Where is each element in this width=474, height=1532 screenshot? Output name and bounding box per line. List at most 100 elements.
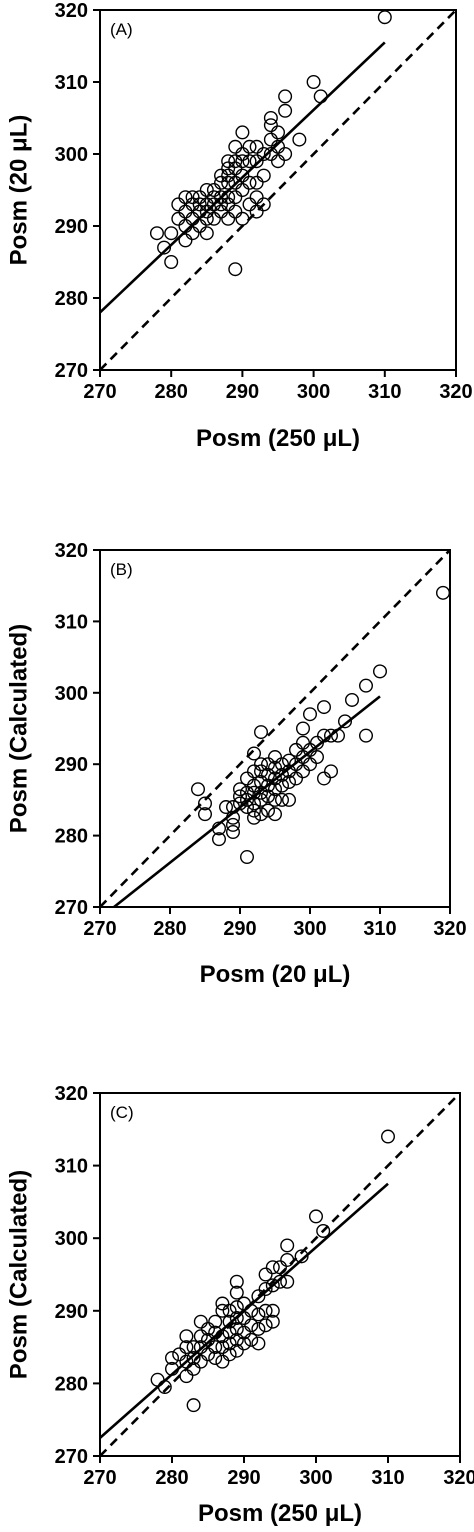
data-point	[271, 125, 286, 140]
data-point	[215, 1296, 230, 1311]
data-point	[303, 707, 318, 722]
data-point	[246, 785, 261, 800]
data-point	[185, 197, 200, 212]
data-point	[186, 1340, 201, 1355]
data-point	[185, 190, 200, 205]
data-point	[436, 585, 451, 600]
data-point	[309, 1209, 324, 1224]
data-point	[236, 1325, 251, 1340]
data-point	[199, 226, 214, 241]
x-tick-label: 300	[299, 1467, 332, 1489]
y-tick-label: 290	[55, 216, 88, 238]
data-point	[235, 154, 250, 169]
data-point	[256, 197, 271, 212]
data-point	[228, 154, 243, 169]
data-point	[275, 767, 290, 782]
data-point	[192, 197, 207, 212]
data-point	[271, 139, 286, 154]
data-point	[214, 168, 229, 183]
data-point	[225, 800, 240, 815]
data-point	[208, 1350, 223, 1365]
y-tick-label: 290	[55, 1301, 88, 1323]
data-point	[273, 1260, 288, 1275]
data-point	[225, 825, 240, 840]
data-point	[256, 146, 271, 161]
x-tick-label: 290	[226, 381, 259, 403]
data-point	[261, 757, 276, 772]
data-point	[306, 74, 321, 89]
data-point	[278, 89, 293, 104]
x-tick-label: 270	[83, 381, 116, 403]
data-point	[206, 211, 221, 226]
data-point	[275, 792, 290, 807]
data-point	[265, 1314, 280, 1329]
data-point	[190, 782, 205, 797]
data-point	[214, 175, 229, 190]
data-point	[261, 778, 276, 793]
data-point	[149, 226, 164, 241]
data-point	[200, 1347, 215, 1362]
data-point	[263, 110, 278, 125]
identity-line	[100, 1093, 460, 1456]
data-point	[359, 678, 374, 693]
y-tick-label: 310	[55, 1156, 88, 1178]
y-tick-label: 310	[55, 72, 88, 94]
data-point	[215, 1340, 230, 1355]
data-point	[265, 1278, 280, 1293]
data-point	[282, 792, 297, 807]
data-point	[229, 1300, 244, 1315]
data-point	[359, 728, 374, 743]
regression-line	[100, 1182, 389, 1439]
data-point	[179, 1329, 194, 1344]
data-point	[164, 254, 179, 269]
data-point	[157, 1380, 172, 1395]
data-point	[218, 800, 233, 815]
data-point	[172, 1347, 187, 1362]
data-point	[278, 103, 293, 118]
data-point	[239, 792, 254, 807]
x-axis-label: Posm (250 μL)	[196, 425, 360, 452]
y-tick-label: 300	[55, 1228, 88, 1250]
data-point	[178, 233, 193, 248]
data-point	[268, 792, 283, 807]
x-tick-label: 290	[227, 1467, 260, 1489]
data-point	[200, 1332, 215, 1347]
data-point	[185, 226, 200, 241]
data-point	[268, 782, 283, 797]
data-point	[249, 175, 264, 190]
data-point	[289, 771, 304, 786]
data-point	[253, 757, 268, 772]
data-point	[242, 154, 257, 169]
data-point	[232, 796, 247, 811]
x-tick-label: 320	[439, 381, 472, 403]
panel-a: 270 280 290 300 310 320 270 280 290 300 310 320 Posm…	[5, 0, 472, 452]
data-point	[282, 764, 297, 779]
data-point	[193, 1329, 208, 1344]
x-tick-label: 300	[293, 918, 326, 940]
data-point	[211, 821, 226, 836]
data-point	[229, 1274, 244, 1289]
data-point	[294, 1249, 309, 1264]
data-point	[157, 240, 172, 255]
panel-label: (C)	[110, 1103, 134, 1122]
data-point	[275, 778, 290, 793]
data-point	[236, 1336, 251, 1351]
data-point	[246, 810, 261, 825]
data-point	[197, 796, 212, 811]
data-point	[232, 789, 247, 804]
data-point	[206, 190, 221, 205]
panel-c: 270 280 290 300 310 320 270 280 290 300 310 320 Posm…	[5, 1083, 474, 1527]
data-point	[251, 1321, 266, 1336]
data-point	[214, 204, 229, 219]
data-point	[246, 778, 261, 793]
data-point	[192, 218, 207, 233]
data-point	[282, 753, 297, 768]
data-point	[381, 1129, 396, 1144]
data-point	[235, 168, 250, 183]
data-point	[249, 190, 264, 205]
data-point	[296, 750, 311, 765]
data-point	[179, 1369, 194, 1384]
panel-b: 270 280 290 300 310 320 270 280 290 300 310 320 Posm…	[5, 540, 466, 988]
plot-frame	[99, 9, 457, 371]
data-point	[199, 204, 214, 219]
